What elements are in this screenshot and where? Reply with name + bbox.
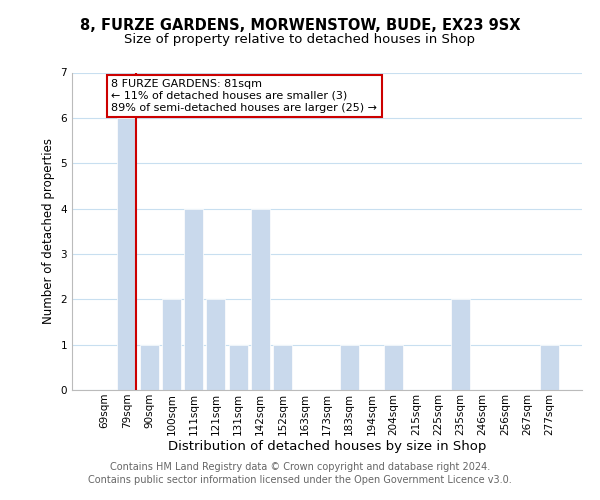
- Y-axis label: Number of detached properties: Number of detached properties: [42, 138, 55, 324]
- Text: Size of property relative to detached houses in Shop: Size of property relative to detached ho…: [125, 32, 476, 46]
- Text: 8, FURZE GARDENS, MORWENSTOW, BUDE, EX23 9SX: 8, FURZE GARDENS, MORWENSTOW, BUDE, EX23…: [80, 18, 520, 32]
- X-axis label: Distribution of detached houses by size in Shop: Distribution of detached houses by size …: [168, 440, 486, 454]
- Text: Contains public sector information licensed under the Open Government Licence v3: Contains public sector information licen…: [88, 475, 512, 485]
- Bar: [384, 344, 403, 390]
- Bar: [273, 344, 292, 390]
- Bar: [162, 300, 181, 390]
- Bar: [140, 344, 158, 390]
- Bar: [184, 208, 203, 390]
- Bar: [229, 344, 248, 390]
- Bar: [206, 300, 225, 390]
- Text: 8 FURZE GARDENS: 81sqm
← 11% of detached houses are smaller (3)
89% of semi-deta: 8 FURZE GARDENS: 81sqm ← 11% of detached…: [112, 80, 377, 112]
- Bar: [118, 118, 136, 390]
- Bar: [451, 300, 470, 390]
- Text: Contains HM Land Registry data © Crown copyright and database right 2024.: Contains HM Land Registry data © Crown c…: [110, 462, 490, 472]
- Bar: [251, 208, 270, 390]
- Bar: [540, 344, 559, 390]
- Bar: [340, 344, 359, 390]
